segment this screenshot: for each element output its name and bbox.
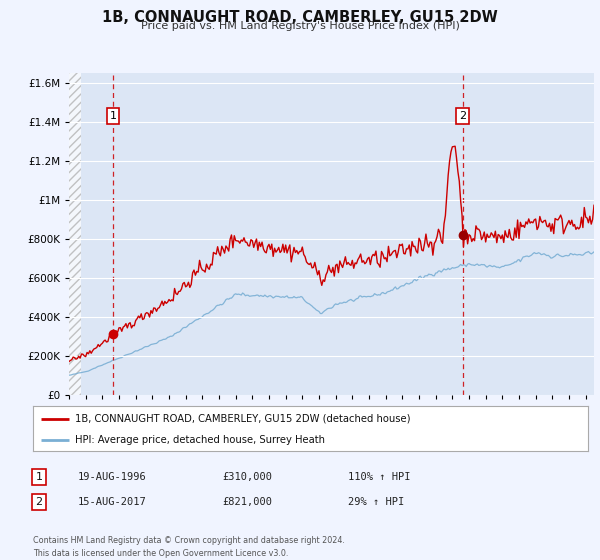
Text: 110% ↑ HPI: 110% ↑ HPI xyxy=(348,472,410,482)
Text: 2: 2 xyxy=(459,111,466,121)
Text: 15-AUG-2017: 15-AUG-2017 xyxy=(78,497,147,507)
Text: 1B, CONNAUGHT ROAD, CAMBERLEY, GU15 2DW (detached house): 1B, CONNAUGHT ROAD, CAMBERLEY, GU15 2DW … xyxy=(74,413,410,423)
Text: 1B, CONNAUGHT ROAD, CAMBERLEY, GU15 2DW: 1B, CONNAUGHT ROAD, CAMBERLEY, GU15 2DW xyxy=(102,10,498,25)
Text: 2: 2 xyxy=(35,497,43,507)
Text: 1: 1 xyxy=(109,111,116,121)
Text: Price paid vs. HM Land Registry's House Price Index (HPI): Price paid vs. HM Land Registry's House … xyxy=(140,21,460,31)
Text: 29% ↑ HPI: 29% ↑ HPI xyxy=(348,497,404,507)
Text: £821,000: £821,000 xyxy=(222,497,272,507)
Text: Contains HM Land Registry data © Crown copyright and database right 2024.
This d: Contains HM Land Registry data © Crown c… xyxy=(33,536,345,558)
Text: £310,000: £310,000 xyxy=(222,472,272,482)
Text: HPI: Average price, detached house, Surrey Heath: HPI: Average price, detached house, Surr… xyxy=(74,435,325,445)
Text: 1: 1 xyxy=(35,472,43,482)
Text: 19-AUG-1996: 19-AUG-1996 xyxy=(78,472,147,482)
